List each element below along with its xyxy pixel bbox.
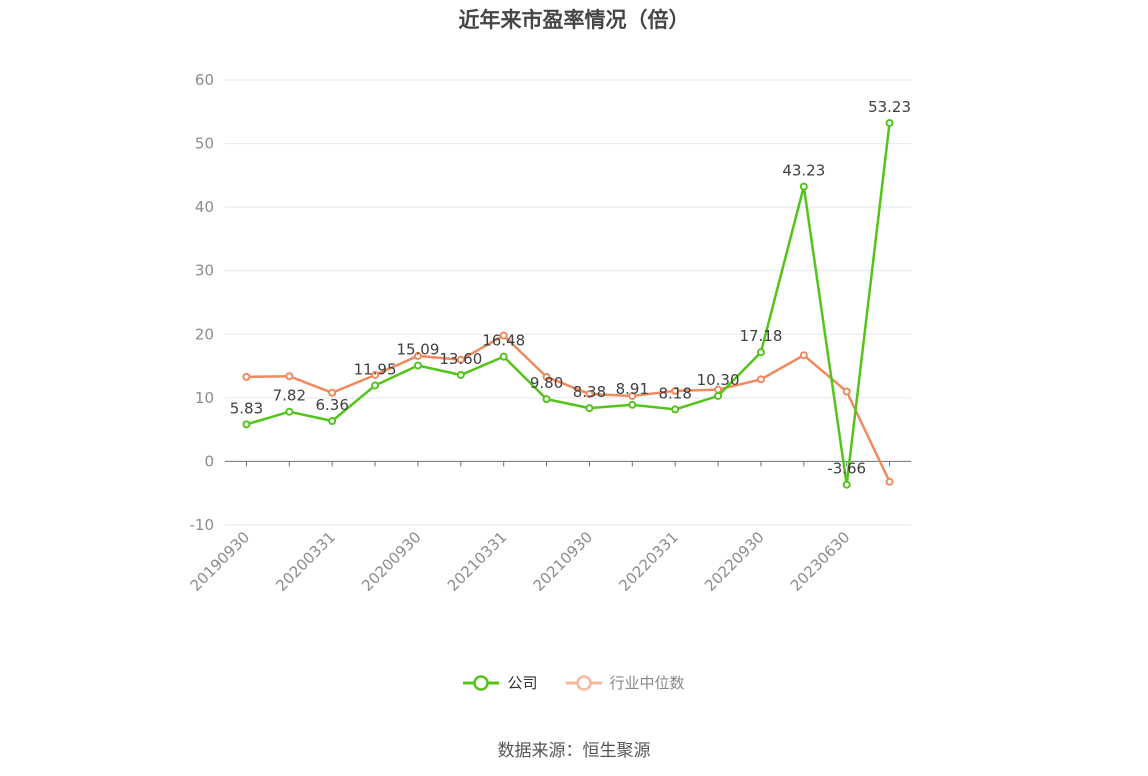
y-tick-label: 50 — [195, 135, 214, 153]
data-point-company — [628, 400, 637, 409]
data-point-industry-median — [328, 388, 337, 397]
x-tick-label: 20200930 — [358, 528, 425, 595]
data-label-company: 7.82 — [273, 387, 306, 405]
data-label-company: 8.38 — [573, 383, 606, 401]
data-label-company: 8.18 — [658, 384, 691, 402]
y-tick-label: 20 — [195, 325, 214, 343]
y-tick-label: -10 — [190, 516, 215, 534]
legend-industry-label: 行业中位数 — [609, 674, 685, 692]
data-point-industry-median — [799, 351, 808, 360]
data-point-company — [842, 480, 851, 489]
data-point-industry-median — [413, 351, 422, 360]
legend-item-company[interactable]: 公司 — [463, 672, 538, 693]
data-label-company: -3.66 — [827, 460, 866, 478]
data-point-company — [714, 391, 723, 400]
data-label-company: 53.23 — [868, 98, 911, 116]
y-tick-label: 0 — [204, 452, 214, 470]
legend-company-label: 公司 — [507, 674, 538, 692]
x-tick-label: 20220331 — [615, 528, 682, 595]
data-label-company: 16.48 — [482, 332, 525, 350]
x-tick-label: 20200331 — [272, 528, 339, 595]
x-tick-label: 20210331 — [444, 528, 511, 595]
data-point-company — [328, 416, 337, 425]
series-line-company — [245, 121, 891, 486]
data-point-industry-median — [371, 370, 380, 379]
chart-title: 近年来市盈率情况（倍） — [458, 8, 690, 32]
chart-series — [242, 119, 894, 489]
y-tick-label: 30 — [195, 262, 214, 280]
grid-lines — [225, 79, 911, 526]
data-label-company: 43.23 — [782, 162, 825, 180]
data-point-industry-median — [628, 391, 637, 400]
y-tick-label: 60 — [195, 71, 214, 89]
data-source-note: 数据来源：恒生聚源 — [497, 741, 651, 761]
data-point-industry-median — [756, 375, 765, 384]
data-point-industry-median — [842, 387, 851, 396]
data-point-company — [456, 370, 465, 379]
x-tick-label: 20220930 — [701, 528, 768, 595]
data-point-company — [285, 407, 294, 416]
data-label-company: 6.36 — [315, 396, 348, 414]
data-point-company — [242, 420, 251, 429]
x-tick-label: 20230630 — [787, 528, 854, 595]
data-point-company — [885, 119, 894, 128]
x-tick-label: 20190930 — [187, 528, 254, 595]
data-label-company: 15.09 — [396, 340, 439, 358]
data-point-company — [799, 182, 808, 191]
data-point-company — [756, 348, 765, 357]
data-point-industry-median — [585, 390, 594, 399]
legend-item-industry-median[interactable]: 行业中位数 — [565, 672, 685, 693]
data-point-industry-median — [456, 355, 465, 364]
data-label-company: 11.95 — [354, 360, 397, 378]
data-point-company — [413, 361, 422, 370]
data-point-company — [542, 395, 551, 404]
data-point-industry-median — [242, 372, 251, 381]
data-label-company: 17.18 — [739, 327, 782, 345]
data-point-company — [499, 352, 508, 361]
chart-legend: 公司 行业中位数 — [0, 672, 1148, 693]
y-tick-label: 40 — [195, 198, 214, 216]
data-point-company — [671, 405, 680, 414]
data-point-company — [585, 404, 594, 413]
legend-company-marker-icon — [463, 674, 500, 691]
data-point-industry-median — [885, 477, 894, 486]
data-point-industry-median — [499, 331, 508, 340]
data-point-industry-median — [285, 372, 294, 381]
data-label-company: 10.30 — [697, 371, 740, 389]
data-point-industry-median — [542, 372, 551, 381]
x-tick-label: 20210930 — [530, 528, 597, 595]
data-point-company — [371, 381, 380, 390]
legend-industry-marker-icon — [565, 674, 602, 691]
data-label-company: 5.83 — [230, 399, 263, 417]
data-label-company: 8.91 — [616, 380, 649, 398]
y-tick-label: 10 — [195, 389, 214, 407]
series-line-industry-median — [245, 334, 891, 484]
data-label-company: 13.60 — [439, 350, 482, 368]
data-label-company: 9.80 — [530, 374, 563, 392]
data-point-industry-median — [671, 386, 680, 395]
